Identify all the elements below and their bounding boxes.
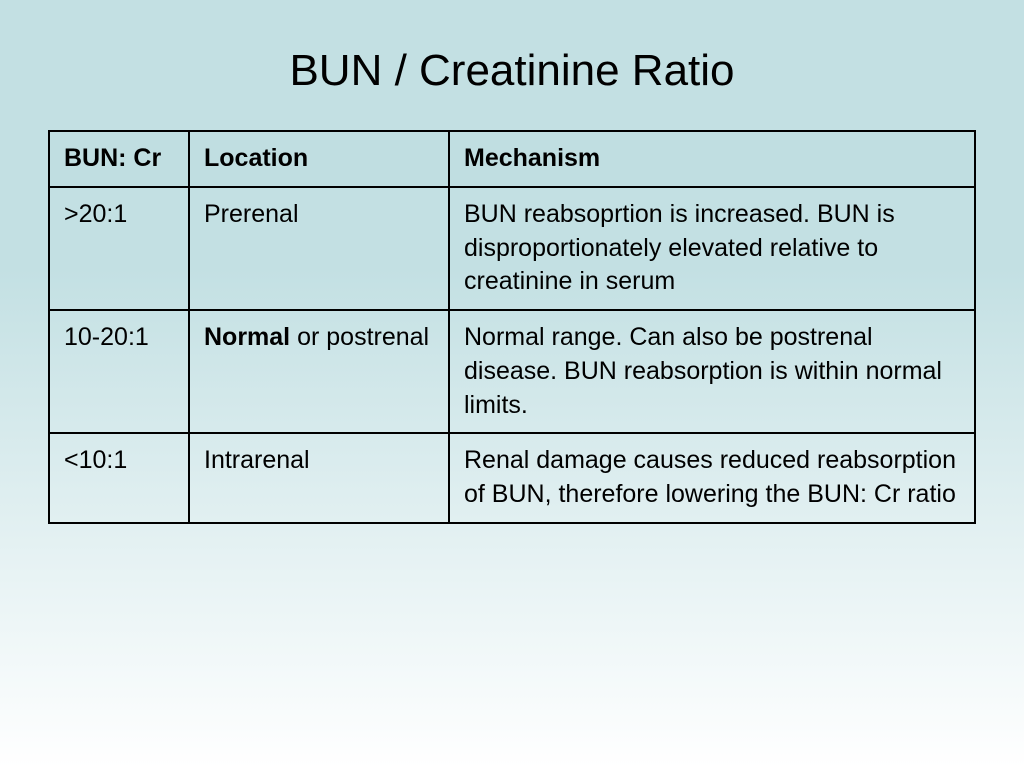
col-header-mechanism: Mechanism: [449, 131, 975, 187]
table-row: <10:1 Intrarenal Renal damage causes red…: [49, 433, 975, 523]
location-rest: or postrenal: [290, 323, 429, 351]
location-rest: Prerenal: [204, 200, 299, 228]
slide-title: BUN / Creatinine Ratio: [48, 46, 976, 96]
cell-location: Prerenal: [189, 187, 449, 310]
location-bold: Normal: [204, 323, 290, 351]
table-header-row: BUN: Cr Location Mechanism: [49, 131, 975, 187]
cell-ratio: <10:1: [49, 433, 189, 523]
cell-location: Intrarenal: [189, 433, 449, 523]
table-row: 10-20:1 Normal or postrenal Normal range…: [49, 310, 975, 433]
col-header-location: Location: [189, 131, 449, 187]
cell-mechanism: Renal damage causes reduced reabsorption…: [449, 433, 975, 523]
cell-location: Normal or postrenal: [189, 310, 449, 433]
cell-ratio: 10-20:1: [49, 310, 189, 433]
col-header-ratio: BUN: Cr: [49, 131, 189, 187]
cell-mechanism: BUN reabsoprtion is increased. BUN is di…: [449, 187, 975, 310]
location-rest: Intrarenal: [204, 446, 310, 474]
cell-mechanism: Normal range. Can also be postrenal dise…: [449, 310, 975, 433]
bun-creatinine-table: BUN: Cr Location Mechanism >20:1 Prerena…: [48, 130, 976, 524]
cell-ratio: >20:1: [49, 187, 189, 310]
table-row: >20:1 Prerenal BUN reabsoprtion is incre…: [49, 187, 975, 310]
